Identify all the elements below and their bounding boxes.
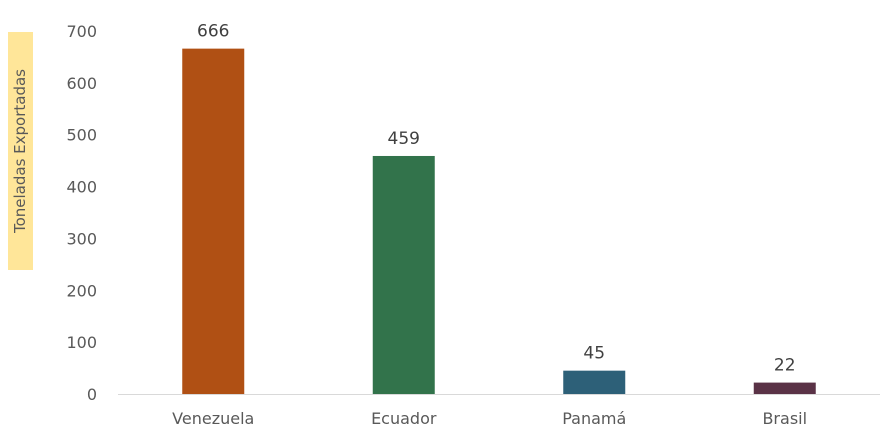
y-tick-label: 500: [66, 126, 97, 145]
x-tick-label: Brasil: [762, 409, 807, 428]
data-label: 459: [388, 129, 420, 149]
data-label: 22: [774, 356, 796, 376]
y-tick-label: 400: [66, 178, 97, 197]
data-label: 666: [197, 22, 229, 42]
bar-ecuador: [372, 155, 435, 394]
x-tick-label: Panamá: [562, 409, 626, 428]
data-label: 45: [583, 344, 605, 364]
y-tick-label: 0: [87, 385, 97, 404]
y-axis-label-background: [8, 32, 33, 270]
x-tick-label: Venezuela: [172, 409, 254, 428]
bar-brasil: [753, 382, 816, 394]
x-tick-label: Ecuador: [371, 409, 437, 428]
bar-panamá: [563, 370, 626, 394]
y-tick-label: 600: [66, 74, 97, 93]
bar-venezuela: [182, 48, 245, 394]
y-tick-label: 700: [66, 22, 97, 41]
y-tick-label: 100: [66, 333, 97, 352]
y-tick-label: 200: [66, 281, 97, 300]
y-tick-label: 300: [66, 229, 97, 248]
